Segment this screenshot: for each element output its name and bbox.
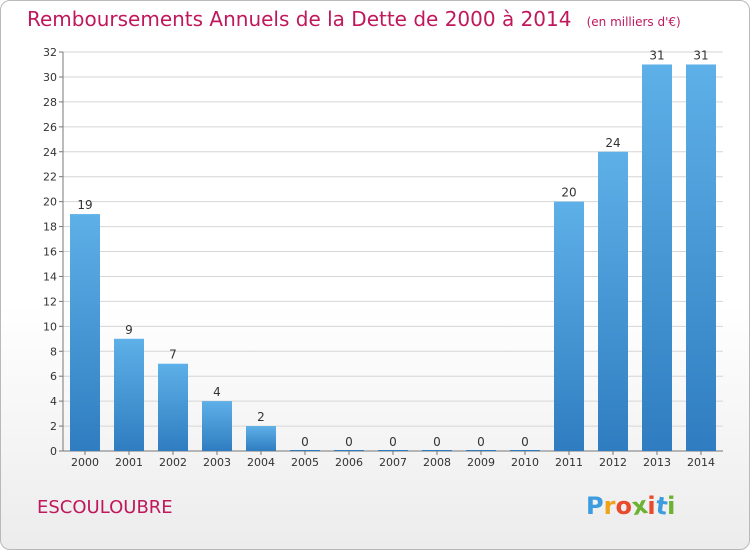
y-tick-label: 10 bbox=[43, 320, 57, 333]
bar bbox=[334, 450, 364, 451]
bar bbox=[158, 363, 188, 451]
bar bbox=[466, 450, 496, 451]
x-tick-label: 2003 bbox=[203, 456, 231, 469]
y-tick-label: 28 bbox=[43, 96, 57, 109]
bar bbox=[114, 338, 144, 451]
y-tick-label: 0 bbox=[50, 445, 57, 458]
chart-title: Remboursements Annuels de la Dette de 20… bbox=[27, 7, 681, 31]
y-tick-label: 2 bbox=[50, 420, 57, 433]
logo-letter: o bbox=[615, 492, 632, 520]
bar-value-label: 0 bbox=[345, 435, 353, 449]
bar bbox=[422, 450, 452, 451]
bar bbox=[510, 450, 540, 451]
bar-value-label: 4 bbox=[213, 385, 221, 399]
commune-name: ESCOULOUBRE bbox=[37, 497, 173, 518]
x-tick-label: 2007 bbox=[379, 456, 407, 469]
logo-letter: P bbox=[586, 492, 604, 520]
y-tick-label: 12 bbox=[43, 295, 57, 308]
bar bbox=[642, 64, 672, 451]
x-tick-label: 2005 bbox=[291, 456, 319, 469]
bar-value-label: 31 bbox=[693, 48, 708, 62]
x-tick-label: 2004 bbox=[247, 456, 275, 469]
x-tick-label: 2014 bbox=[687, 456, 715, 469]
bar bbox=[378, 450, 408, 451]
y-tick-label: 32 bbox=[43, 46, 57, 59]
y-tick-label: 6 bbox=[50, 370, 57, 383]
x-tick-label: 2001 bbox=[115, 456, 143, 469]
y-tick-label: 30 bbox=[43, 71, 57, 84]
x-tick-label: 2010 bbox=[511, 456, 539, 469]
bar bbox=[686, 64, 716, 451]
bar-value-label: 19 bbox=[77, 198, 92, 212]
x-tick-label: 2002 bbox=[159, 456, 187, 469]
x-tick-label: 2011 bbox=[555, 456, 583, 469]
x-tick-label: 2008 bbox=[423, 456, 451, 469]
logo-letter: r bbox=[603, 492, 616, 520]
y-tick-label: 26 bbox=[43, 121, 57, 134]
y-tick-label: 4 bbox=[50, 395, 57, 408]
x-tick-label: 2006 bbox=[335, 456, 363, 469]
bar bbox=[246, 426, 276, 451]
x-tick-label: 2000 bbox=[71, 456, 99, 469]
logo-letter: i bbox=[647, 492, 656, 520]
bar bbox=[554, 201, 584, 451]
bar bbox=[70, 214, 100, 451]
bar-value-label: 9 bbox=[125, 323, 133, 337]
y-tick-label: 18 bbox=[43, 221, 57, 234]
bar-value-label: 0 bbox=[389, 435, 397, 449]
x-tick-label: 2013 bbox=[643, 456, 671, 469]
bar bbox=[202, 401, 232, 451]
bar-value-label: 24 bbox=[605, 136, 620, 150]
proxiti-logo: Proxiti bbox=[586, 491, 676, 521]
x-tick-label: 2009 bbox=[467, 456, 495, 469]
logo-letter: i bbox=[667, 492, 676, 520]
bar bbox=[290, 450, 320, 451]
y-tick-label: 8 bbox=[50, 345, 57, 358]
y-tick-label: 24 bbox=[43, 146, 57, 159]
bar-value-label: 0 bbox=[477, 435, 485, 449]
bar-value-label: 20 bbox=[561, 186, 576, 200]
bar-value-label: 31 bbox=[649, 48, 664, 62]
bar-value-label: 0 bbox=[433, 435, 441, 449]
y-tick-label: 14 bbox=[43, 270, 57, 283]
chart-title-main: Remboursements Annuels de la Dette de 20… bbox=[27, 7, 572, 31]
bar-value-label: 7 bbox=[169, 348, 177, 362]
bar-value-label: 0 bbox=[521, 435, 529, 449]
y-tick-label: 22 bbox=[43, 171, 57, 184]
bar bbox=[598, 151, 628, 451]
y-tick-label: 16 bbox=[43, 246, 57, 259]
y-tick-label: 20 bbox=[43, 196, 57, 209]
bar-value-label: 2 bbox=[257, 410, 265, 424]
x-tick-label: 2012 bbox=[599, 456, 627, 469]
bar-value-label: 0 bbox=[301, 435, 309, 449]
chart-unit-note: (en milliers d'€) bbox=[586, 15, 681, 29]
